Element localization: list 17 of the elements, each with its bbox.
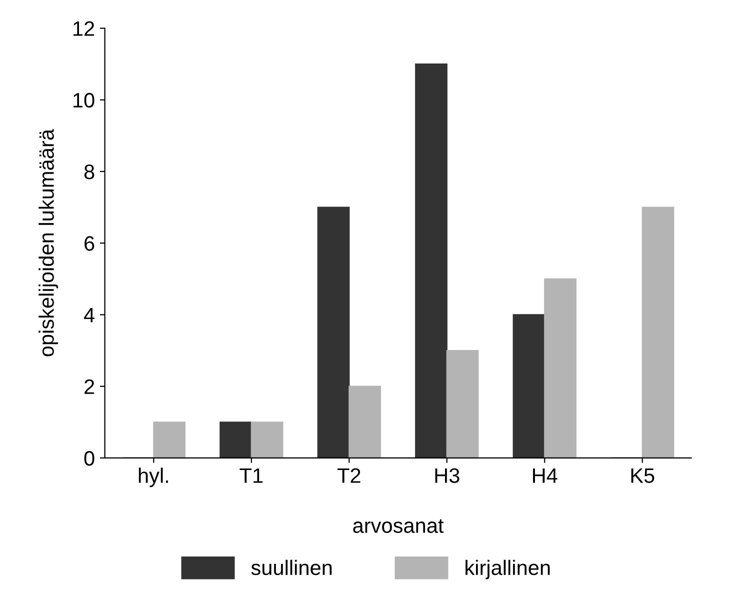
x-tick-label: H4: [533, 468, 558, 483]
y-axis-title: opiskelijoiden lukumäärä: [38, 129, 58, 356]
y-tick-label: 10: [74, 92, 94, 108]
legend-label: kirjallinen: [466, 560, 550, 580]
x-tick-label: H3: [435, 468, 460, 483]
x-axis-title: arvosanat: [353, 519, 444, 533]
y-tick-label: 6: [84, 236, 94, 251]
y-tick-label: 12: [74, 21, 94, 36]
legend-label: suullinen: [251, 560, 332, 576]
x-tick-label: T1: [240, 468, 263, 483]
x-tick-label: T2: [337, 468, 360, 483]
y-tick-label: 4: [84, 308, 94, 322]
y-tick-label: 0: [84, 450, 94, 466]
x-tick-label: K5: [631, 468, 654, 483]
y-tick-label: 8: [84, 164, 94, 180]
y-tick-label: 2: [84, 379, 94, 394]
x-tick-label: hyl.: [138, 468, 168, 488]
